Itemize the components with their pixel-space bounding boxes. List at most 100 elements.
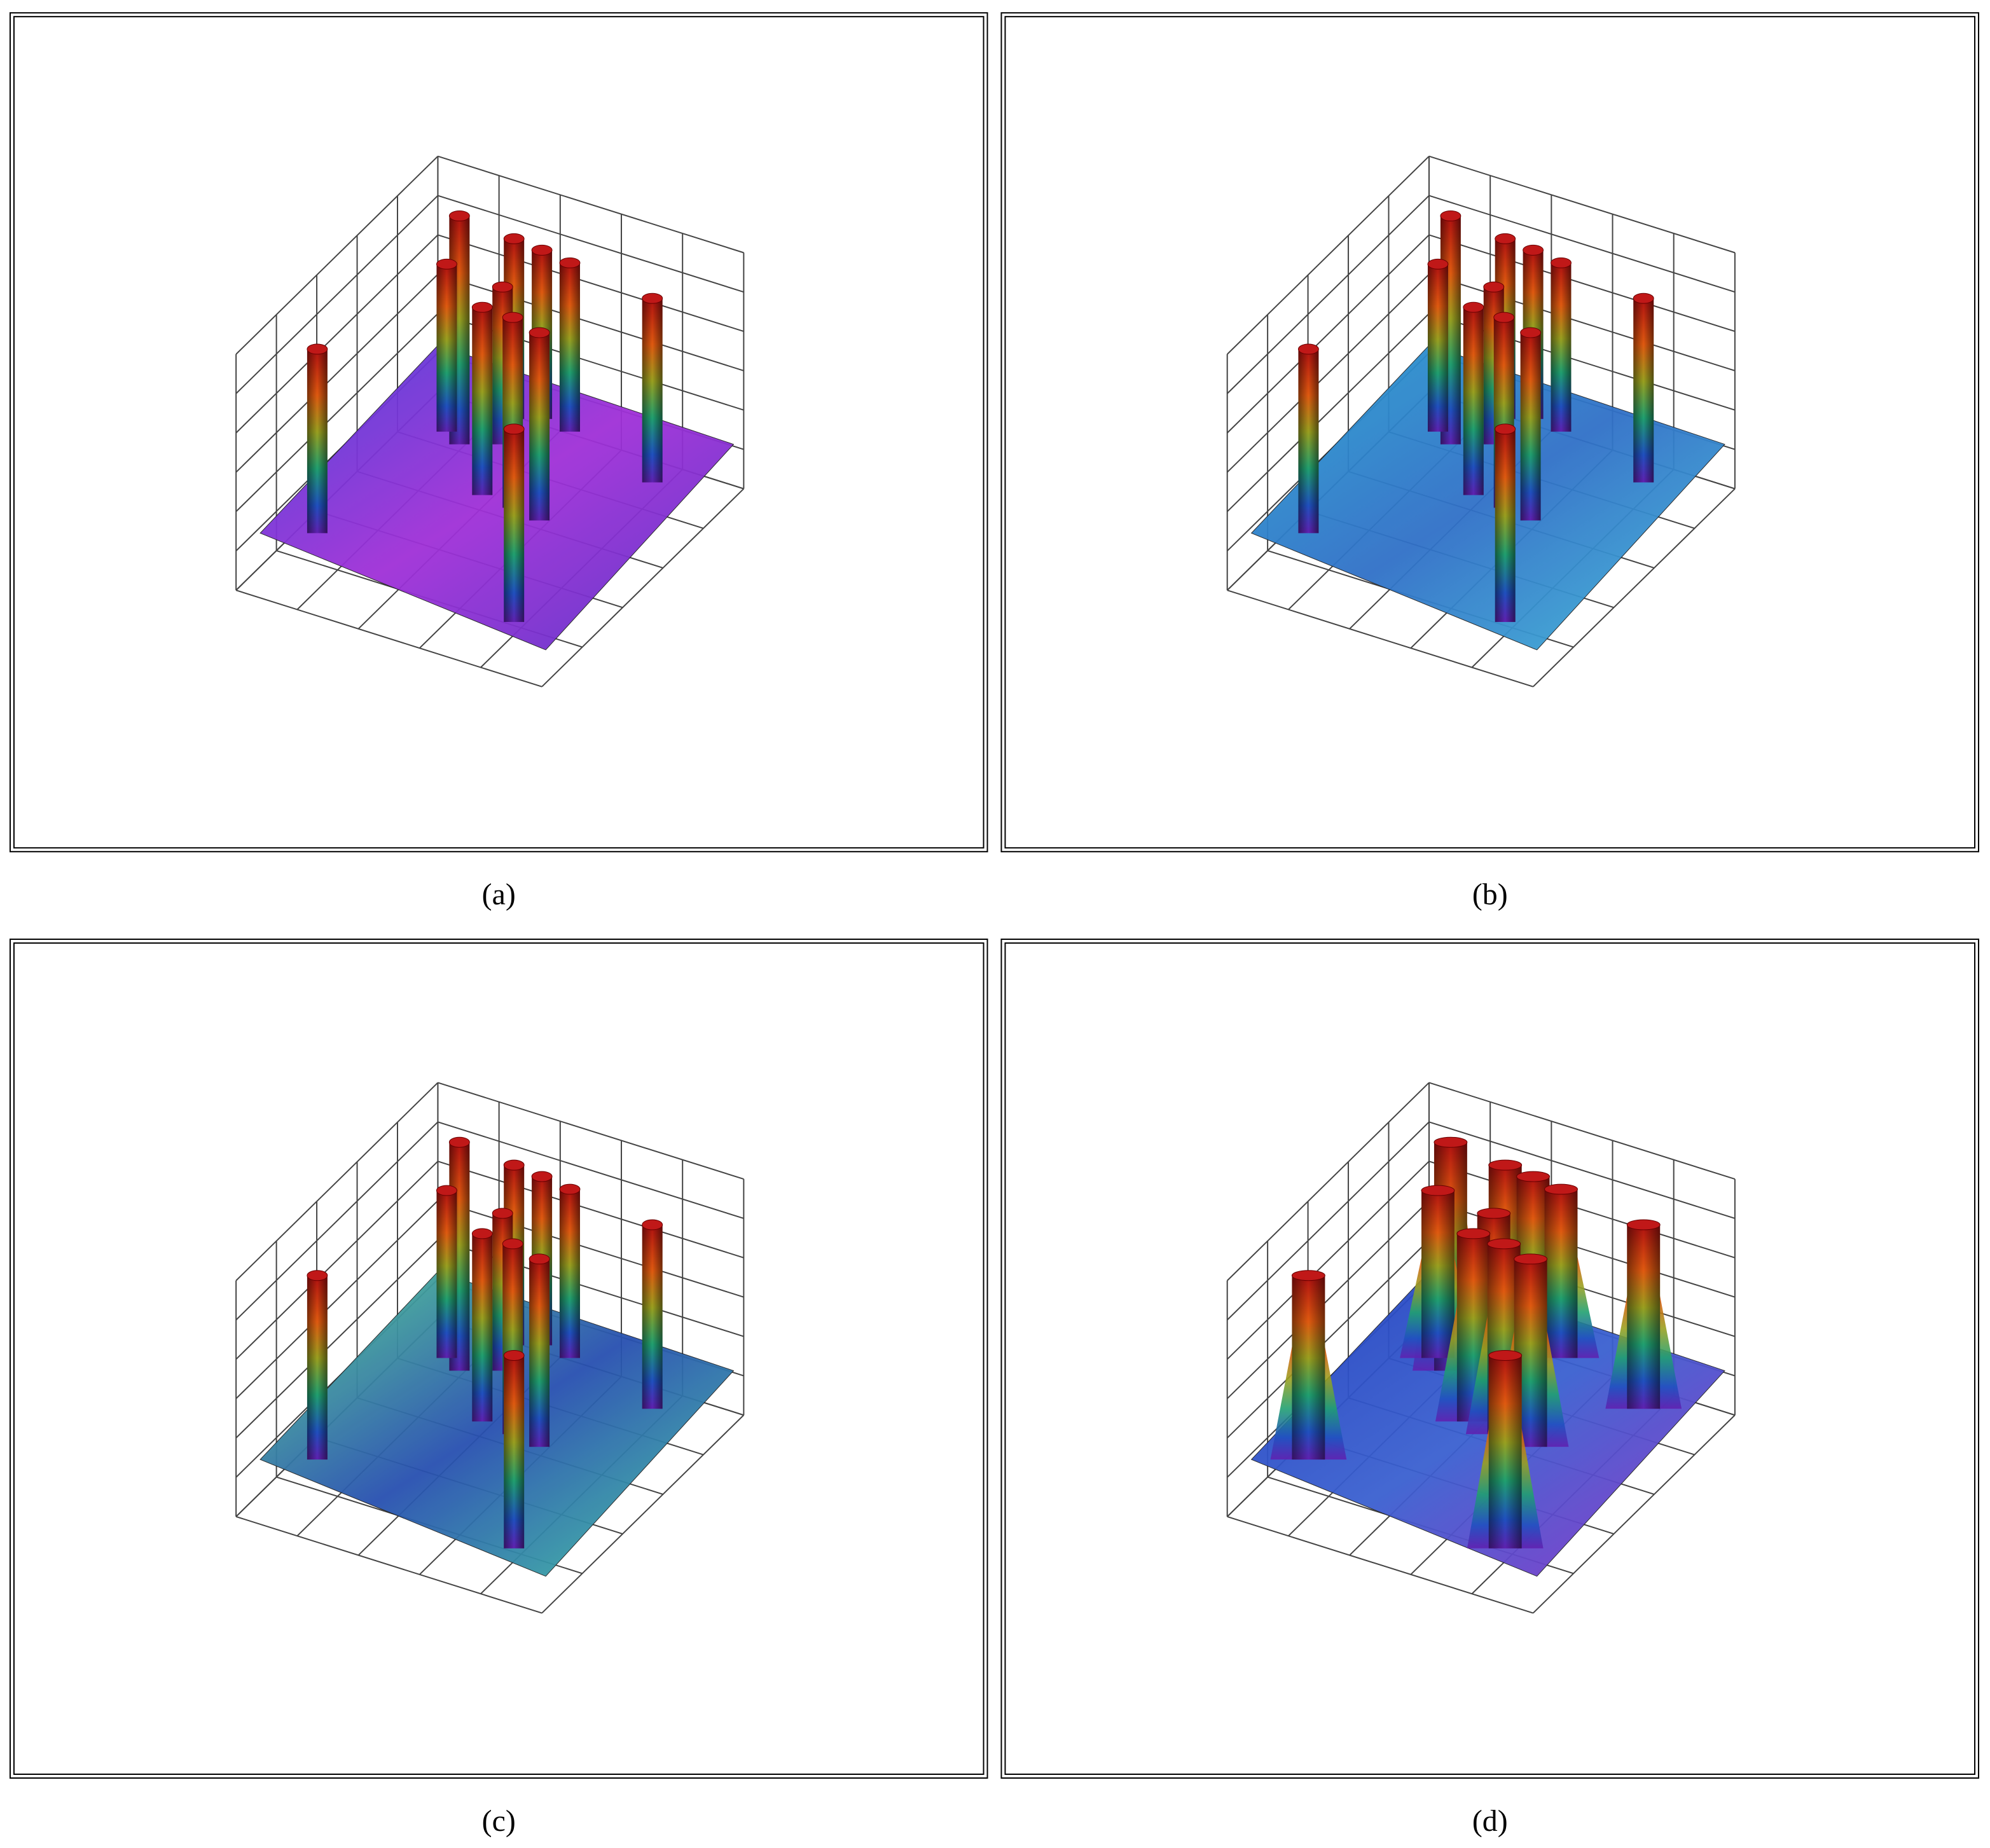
surface-peak-top xyxy=(502,1238,523,1250)
surface-peak-shade xyxy=(1463,307,1484,495)
surface-peak-top xyxy=(1633,293,1654,304)
wireframe-line xyxy=(235,1082,439,1281)
surface-peak-top xyxy=(1427,258,1449,270)
wireframe-line xyxy=(1226,1161,1430,1360)
wireframe-line xyxy=(438,155,744,254)
surface-peak-top xyxy=(531,1171,553,1182)
surface-peak-shade xyxy=(1544,1189,1578,1358)
surface-peak-shade xyxy=(472,1233,493,1422)
wireframe-line xyxy=(541,488,745,687)
wireframe-line xyxy=(235,195,439,394)
surface-peak-shade xyxy=(1292,1275,1325,1460)
wireframe-line xyxy=(235,234,439,434)
surface-peak-shade xyxy=(560,263,580,432)
surface-peak-top xyxy=(492,1208,513,1219)
panel-frame-inner xyxy=(1004,942,1976,1776)
surface-peak-top xyxy=(1440,210,1461,221)
surface-peak-top xyxy=(1463,301,1484,313)
surface-peak-top xyxy=(436,258,457,270)
panel-frame xyxy=(1000,938,1980,1779)
wireframe-line xyxy=(1226,273,1430,473)
wireframe-line xyxy=(1532,488,1736,687)
surface-peak-shade xyxy=(504,429,525,623)
surface-peak-shade xyxy=(1495,429,1516,623)
panel-label: (d) xyxy=(1472,1804,1508,1838)
wireframe-line xyxy=(1428,273,1736,371)
surface-peak-shade xyxy=(1551,263,1572,432)
surface-peak-shade xyxy=(1488,1355,1522,1548)
wireframe-line xyxy=(1226,1200,1430,1400)
surface-peak-top xyxy=(1520,327,1542,338)
panel xyxy=(1000,938,1980,1779)
surface-peak-top xyxy=(448,210,470,221)
surface-peak-shade xyxy=(307,1275,328,1460)
wireframe-line xyxy=(235,1200,439,1400)
surface-plate xyxy=(1250,345,1725,651)
surface-peak-top xyxy=(1487,1238,1521,1250)
wireframe-line xyxy=(235,1515,542,1614)
wireframe-line xyxy=(235,155,439,355)
wireframe-line xyxy=(438,1082,744,1180)
surface-peak-top xyxy=(642,1219,663,1231)
surface-peak-shade xyxy=(472,307,493,495)
wireframe-line xyxy=(1226,234,1430,434)
wireframe-line xyxy=(235,1121,439,1321)
surface-plate xyxy=(259,1271,735,1577)
wireframe-line xyxy=(438,1200,744,1298)
wireframe-line xyxy=(235,1161,439,1360)
surface-peak-shade xyxy=(436,264,457,432)
panel-label: (a) xyxy=(482,878,516,911)
wireframe-line xyxy=(438,195,744,293)
surface-peak-top xyxy=(1544,1183,1578,1195)
wireframe-line xyxy=(1428,1082,1736,1180)
surface-peak-top xyxy=(503,1350,525,1361)
surface-peak-top xyxy=(1495,424,1516,435)
wireframe-line xyxy=(1227,1515,1533,1614)
surface-peak-top xyxy=(1421,1185,1455,1196)
surface-peak-shade xyxy=(642,298,663,483)
panel-frame xyxy=(9,938,988,1779)
surface-peak-shade xyxy=(529,1258,550,1447)
surface-peak-top xyxy=(1551,257,1572,268)
panel xyxy=(9,12,988,853)
surface-peak-top xyxy=(502,312,523,323)
wireframe-line xyxy=(235,590,542,687)
wireframe-line xyxy=(541,1414,745,1614)
wireframe-line xyxy=(1428,1121,1736,1219)
wireframe-line xyxy=(438,273,744,371)
surface-peak-shade xyxy=(1421,1190,1454,1358)
panel-label: (c) xyxy=(482,1804,516,1838)
wireframe-line xyxy=(1226,1082,1430,1281)
surface-peak-top xyxy=(559,257,581,268)
surface-peak-shade xyxy=(642,1224,663,1409)
wireframe-line xyxy=(438,1161,744,1258)
surface-peak-shade xyxy=(1427,264,1448,432)
surface-peak-top xyxy=(1488,1350,1523,1361)
wireframe-line xyxy=(1226,195,1430,394)
surface-peak-top xyxy=(1297,343,1319,355)
surface-peak-shade xyxy=(1298,349,1319,534)
surface-peak-shade xyxy=(1627,1224,1661,1409)
surface-peak-top xyxy=(529,327,550,338)
wireframe-line xyxy=(438,1121,744,1219)
surface-peak-shade xyxy=(560,1189,580,1358)
surface-peak-top xyxy=(529,1253,550,1265)
surface-peak-top xyxy=(307,1270,328,1281)
wireframe-line xyxy=(235,1239,439,1438)
surface-peak-top xyxy=(1483,281,1505,293)
surface-peak-top xyxy=(1477,1208,1511,1219)
panel-frame xyxy=(1000,12,1980,853)
surface-peak-shade xyxy=(504,1355,525,1548)
panel-label: (b) xyxy=(1472,878,1508,911)
surface-peak-top xyxy=(1626,1219,1661,1231)
surface-peak-top xyxy=(642,293,663,304)
panel xyxy=(9,938,988,1779)
wireframe-line xyxy=(1226,1121,1430,1321)
surface-peak-top xyxy=(1514,1253,1548,1265)
surface-peak-top xyxy=(503,424,525,435)
wireframe-line xyxy=(235,313,439,513)
surface-peak-top xyxy=(307,343,328,355)
wireframe-line xyxy=(1428,195,1736,293)
